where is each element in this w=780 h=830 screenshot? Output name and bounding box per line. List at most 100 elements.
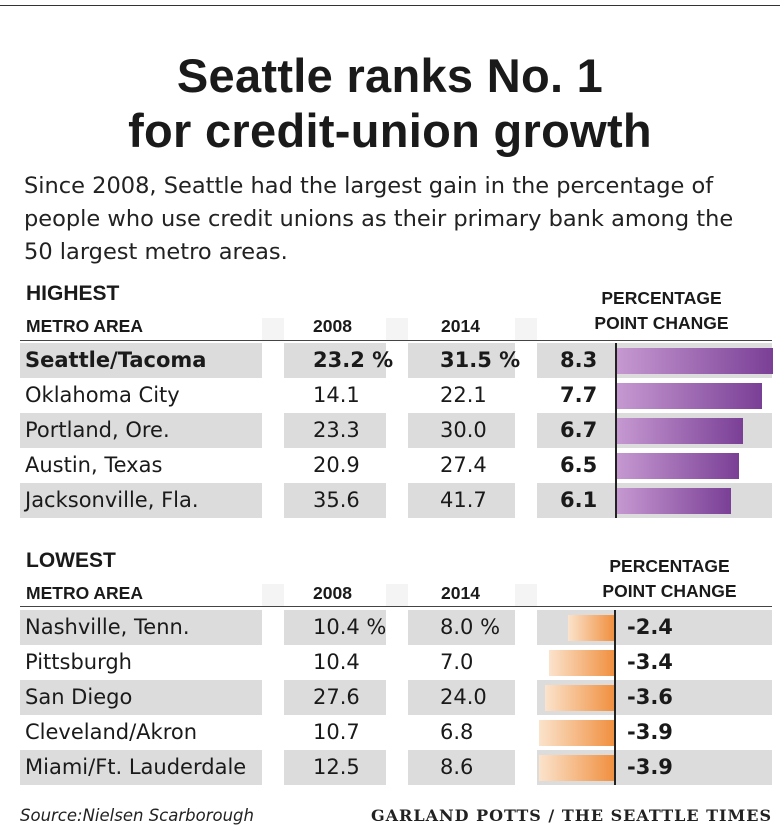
column-gap [386,413,408,448]
highest-zero-axis [615,343,617,518]
change-label: -3.9 [627,755,673,779]
value-2008: 10.7 [313,720,360,744]
highest-col-2008: 2008 [313,316,352,336]
column-gap [515,378,537,413]
table-row: Nashville, Tenn. 10.4 % 8.0 % -2.4 [20,610,772,645]
metro-area-name: Pittsburgh [25,650,132,674]
metro-area-name: Cleveland/Akron [25,720,198,744]
table-row: Pittsburgh 10.4 7.0 -3.4 [20,645,772,680]
column-gap [386,750,408,785]
highest-col-change: PERCENTAGE POINT CHANGE [574,286,749,336]
value-2008: 23.3 [313,418,360,442]
value-2008: 23.2 % [313,348,394,372]
column-gap [515,645,537,680]
lowest-col-change-line1: PERCENTAGE [609,556,730,576]
highest-header-rule [20,340,772,341]
value-2014: 24.0 [440,685,487,709]
title-line-2: for credit-union growth [128,104,652,157]
change-bar [615,418,743,444]
metro-area-name: San Diego [25,685,133,709]
value-2008: 20.9 [313,453,360,477]
lowest-heading: LOWEST [26,549,116,572]
source-note: Source:Nielsen Scarborough [20,806,254,825]
value-2008: 14.1 [313,383,360,407]
metro-area-name: Seattle/Tacoma [25,348,207,372]
highest-col-change-line2: POINT CHANGE [594,313,729,333]
column-gap [515,483,537,518]
highest-column-band [515,318,537,340]
lowest-col-change: PERCENTAGE POINT CHANGE [582,554,757,604]
column-gap [515,413,537,448]
table-row: Jacksonville, Fla. 35.6 41.7 6.1 [20,483,772,518]
lowest-column-band [262,584,284,606]
lowest-col-2008: 2008 [313,583,352,603]
value-2008: 10.4 [313,650,360,674]
change-label: -3.4 [627,650,673,674]
value-2008: 27.6 [313,685,360,709]
highest-column-band [262,318,284,340]
column-gap [386,610,408,645]
table-row: Portland, Ore. 23.3 30.0 6.7 [20,413,772,448]
metro-area-name: Portland, Ore. [25,418,170,442]
lowest-header-rule [20,606,772,607]
change-bar [615,488,732,514]
value-2008: 12.5 [313,755,360,779]
highest-col-2014: 2014 [441,316,480,336]
top-rule [0,5,780,6]
column-gap [386,448,408,483]
change-bar [615,383,762,409]
change-label: 6.7 [560,418,598,442]
column-gap [386,483,408,518]
highest-col-change-line1: PERCENTAGE [601,288,722,308]
intro-text: Since 2008, Seattle had the largest gain… [24,173,734,265]
value-2014: 31.5 % [440,348,521,372]
change-label: 7.7 [560,383,598,407]
lowest-zero-axis [614,610,616,785]
change-bar [544,685,614,711]
column-gap [386,378,408,413]
column-gap [262,413,284,448]
table-row: Cleveland/Akron 10.7 6.8 -3.9 [20,715,772,750]
highest-column-band [386,318,408,340]
value-2014: 7.0 [440,650,474,674]
column-gap [386,680,408,715]
change-bar [548,650,614,676]
metro-area-name: Oklahoma City [25,383,180,407]
table-row: Seattle/Tacoma 23.2 % 31.5 % 8.3 [20,343,773,378]
metro-area-name: Miami/Ft. Lauderdale [25,755,247,779]
value-2014: 8.6 [440,755,474,779]
change-bar [615,453,739,479]
table-row: San Diego 27.6 24.0 -3.6 [20,680,772,715]
lowest-column-band [386,584,408,606]
column-gap [262,610,284,645]
column-gap [262,378,284,413]
column-gap [262,680,284,715]
metro-area-name: Austin, Texas [25,453,163,477]
value-2014: 41.7 [440,488,487,512]
column-gap [386,645,408,680]
highest-heading: HIGHEST [26,282,120,305]
column-gap [515,448,537,483]
change-label: -3.6 [627,685,673,709]
change-bar [539,755,614,781]
column-gap [262,715,284,750]
change-bar [615,348,773,374]
column-gap [515,715,537,750]
column-gap [262,645,284,680]
value-2014: 27.4 [440,453,487,477]
column-gap [515,343,537,378]
column-gap [515,610,537,645]
column-gap [262,483,284,518]
change-label: -2.4 [627,615,673,639]
metro-area-name: Jacksonville, Fla. [25,488,199,512]
value-2014: 30.0 [440,418,487,442]
credit-line: GARLAND POTTS / THE SEATTLE TIMES [370,806,772,825]
column-gap [262,343,284,378]
table-row: Austin, Texas 20.9 27.4 6.5 [20,448,772,483]
table-row: Oklahoma City 14.1 22.1 7.7 [20,378,772,413]
change-label: 8.3 [560,348,598,372]
column-gap [262,448,284,483]
value-2008: 10.4 % [313,615,387,639]
lowest-column-band [515,584,537,606]
value-2008: 35.6 [313,488,360,512]
